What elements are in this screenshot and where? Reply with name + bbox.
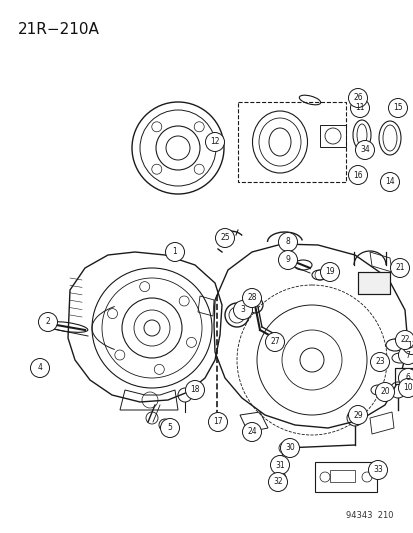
Text: 33: 33 [372, 465, 382, 474]
Circle shape [387, 99, 406, 117]
Bar [394, 368, 413, 384]
Circle shape [280, 439, 299, 457]
Circle shape [233, 301, 252, 319]
Text: 94343  210: 94343 210 [345, 511, 393, 520]
Text: 31: 31 [275, 461, 284, 470]
Text: 26: 26 [352, 93, 362, 102]
Text: 13: 13 [406, 341, 413, 350]
Circle shape [38, 312, 57, 332]
Text: 2: 2 [45, 318, 50, 327]
Text: 22: 22 [399, 335, 409, 344]
Circle shape [398, 378, 413, 398]
Text: 34: 34 [359, 146, 369, 155]
Circle shape [205, 133, 224, 151]
Circle shape [242, 423, 261, 441]
Circle shape [370, 352, 389, 372]
Text: 28: 28 [247, 294, 256, 303]
Text: 20: 20 [379, 387, 389, 397]
Text: 19: 19 [324, 268, 334, 277]
Circle shape [348, 166, 367, 184]
Bar [329, 470, 354, 482]
Circle shape [401, 335, 413, 354]
Circle shape [165, 243, 184, 262]
Circle shape [265, 333, 284, 351]
Text: 6: 6 [405, 374, 409, 383]
Circle shape [355, 141, 374, 159]
Text: 10: 10 [402, 384, 412, 392]
Text: 11: 11 [354, 103, 364, 112]
Circle shape [348, 88, 367, 108]
Circle shape [268, 472, 287, 491]
Circle shape [160, 418, 179, 438]
Text: 1: 1 [172, 247, 177, 256]
Text: 30: 30 [285, 443, 294, 453]
Circle shape [278, 251, 297, 270]
Bar [314, 462, 376, 492]
Circle shape [185, 381, 204, 400]
Text: 27: 27 [270, 337, 279, 346]
Circle shape [389, 259, 408, 278]
Text: 8: 8 [285, 238, 290, 246]
Text: 12: 12 [210, 138, 219, 147]
Text: 15: 15 [392, 103, 402, 112]
Circle shape [350, 99, 369, 117]
Bar [357, 272, 389, 294]
Bar [319, 125, 345, 147]
Circle shape [270, 456, 289, 474]
Bar [394, 368, 413, 384]
Circle shape [208, 413, 227, 432]
Circle shape [398, 368, 413, 387]
Text: 25: 25 [220, 233, 229, 243]
Bar [237, 102, 345, 182]
Circle shape [242, 288, 261, 308]
Text: 3: 3 [240, 305, 245, 314]
Text: 9: 9 [285, 255, 290, 264]
Text: 18: 18 [190, 385, 199, 394]
Circle shape [380, 173, 399, 191]
Text: 29: 29 [352, 410, 362, 419]
Text: 24: 24 [247, 427, 256, 437]
Circle shape [375, 383, 394, 401]
Circle shape [348, 406, 367, 424]
Text: 7: 7 [405, 351, 409, 359]
Circle shape [320, 262, 339, 281]
Text: 32: 32 [273, 478, 282, 487]
Circle shape [31, 359, 50, 377]
Circle shape [394, 330, 413, 350]
Circle shape [215, 229, 234, 247]
Text: 4: 4 [38, 364, 43, 373]
Circle shape [398, 345, 413, 365]
Bar [357, 272, 389, 294]
Text: 5: 5 [167, 424, 172, 432]
Circle shape [368, 461, 387, 480]
Circle shape [278, 232, 297, 252]
Text: 17: 17 [213, 417, 222, 426]
Text: 16: 16 [352, 171, 362, 180]
Text: 21R−210A: 21R−210A [18, 22, 100, 37]
Text: 14: 14 [384, 177, 394, 187]
Text: 21: 21 [394, 263, 404, 272]
Text: 23: 23 [374, 358, 384, 367]
